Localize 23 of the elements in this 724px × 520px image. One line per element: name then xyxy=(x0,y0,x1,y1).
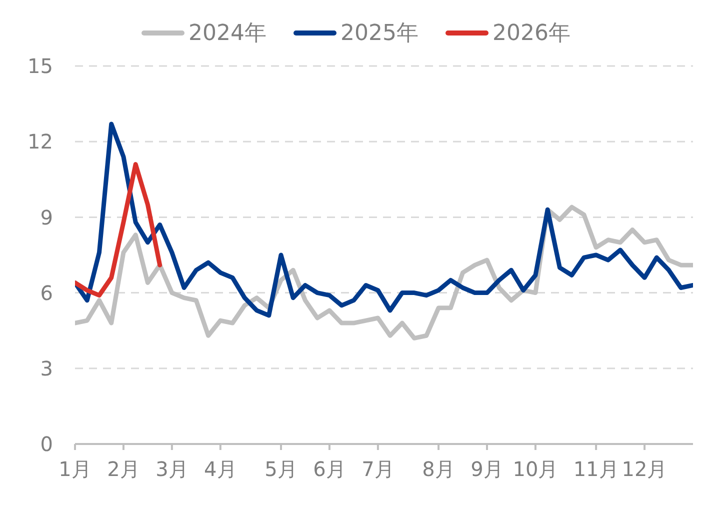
line-series xyxy=(75,122,693,318)
y-tick-label: 3 xyxy=(40,356,53,380)
x-tick-label: 1月 xyxy=(58,457,92,482)
x-tick-label: 9月 xyxy=(470,457,504,482)
x-tick-label: 12月 xyxy=(622,457,668,482)
x-tick-label: 11月 xyxy=(573,457,619,482)
x-tick-label: 8月 xyxy=(422,457,455,482)
y-tick-label: 0 xyxy=(40,432,53,456)
x-tick-label: 6月 xyxy=(313,457,346,482)
x-tick-label: 3月 xyxy=(156,457,188,482)
x-tick-label: 7月 xyxy=(362,457,394,482)
y-tick-label: 9 xyxy=(40,205,53,230)
legend-label: 2025年 xyxy=(340,20,418,48)
x-tick-label: 10月 xyxy=(512,457,558,482)
legend-label: 2024年 xyxy=(188,20,266,48)
x-tick-label: 4月 xyxy=(204,457,237,482)
y-tick-label: 6 xyxy=(40,280,53,305)
y-tick-label: 12 xyxy=(28,130,53,154)
line-series xyxy=(75,162,162,298)
x-tick-label: 5月 xyxy=(264,457,298,482)
x-tick-label: 2月 xyxy=(107,457,140,482)
y-tick-label: 15 xyxy=(28,54,53,78)
legend-label: 2026年 xyxy=(492,20,570,48)
